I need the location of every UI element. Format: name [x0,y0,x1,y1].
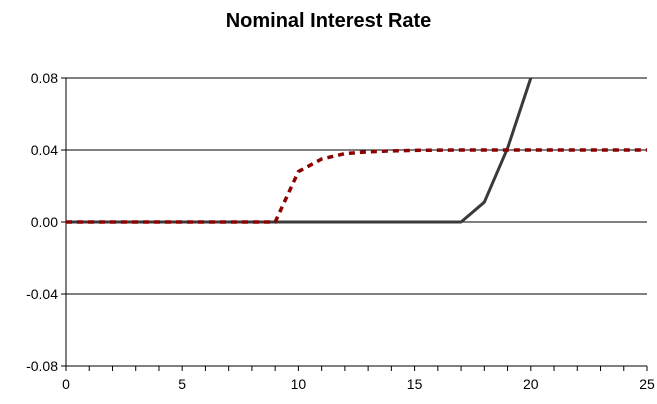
x-tick-label: 5 [178,376,186,392]
y-tick-label: 0.08 [31,70,58,86]
x-tick-label: 25 [639,376,655,392]
chart-title: Nominal Interest Rate [225,10,432,32]
x-tick-label: 15 [407,376,423,392]
series-line-2 [66,148,647,224]
y-tick-label: -0.08 [26,358,58,374]
y-tick-label: 0.04 [31,142,58,158]
x-tick-label: 10 [291,376,307,392]
x-tick-label: 20 [523,376,539,392]
y-tick-label: -0.04 [26,286,58,302]
x-tick-label: 0 [62,376,70,392]
y-tick-label: 0.00 [31,214,58,230]
